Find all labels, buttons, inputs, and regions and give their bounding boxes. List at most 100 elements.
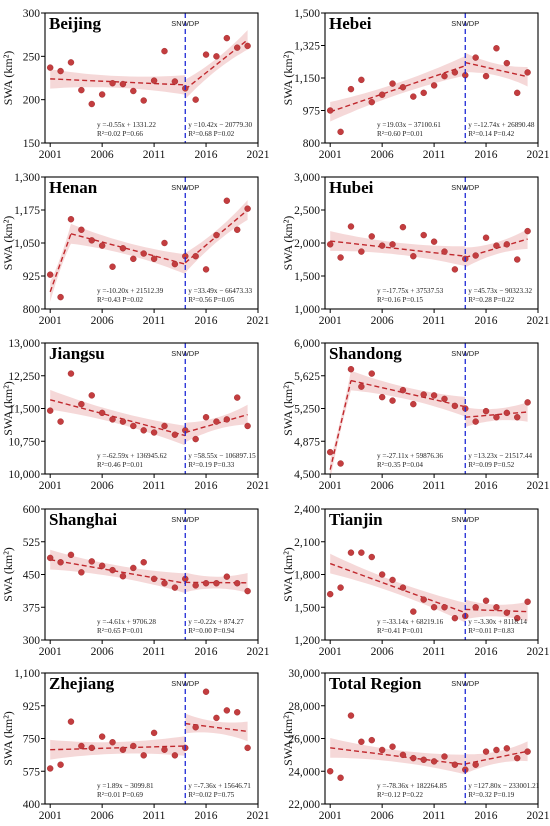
data-point	[78, 86, 85, 94]
x-tick-label: 2016	[475, 315, 498, 327]
ci-band-before	[330, 553, 466, 623]
x-tick-label: 2006	[371, 149, 394, 161]
stats-before: R²=0.60 P=0.01	[377, 130, 423, 138]
data-point	[161, 746, 168, 753]
trend-line-after	[465, 61, 528, 78]
x-tick-label: 2021	[527, 810, 550, 822]
data-point	[67, 718, 75, 725]
plot-area	[46, 197, 251, 302]
x-tick-label: 2016	[195, 810, 218, 822]
data-point	[378, 91, 386, 98]
y-tick-label: 10,000	[8, 469, 40, 481]
snwdp-label: SNWDP	[451, 19, 479, 28]
data-point	[161, 47, 168, 55]
data-point	[78, 742, 85, 750]
data-point	[482, 72, 490, 80]
data-point	[347, 85, 355, 93]
stats-before: R²=0.65 P=0.01	[97, 627, 143, 635]
panel-beijing: SNWDP 150 200 250 300 2001 2006 2011 2016 2021 SWA…	[1, 8, 270, 161]
y-tick-label: 375	[23, 602, 41, 614]
data-point	[337, 460, 344, 467]
snwdp-label: SNWDP	[451, 349, 479, 358]
data-point	[368, 233, 375, 240]
data-point	[46, 64, 54, 71]
stats-after: R²=0.28 P=0.22	[468, 296, 514, 304]
data-point	[472, 604, 479, 611]
snwdp-label: SNWDP	[171, 515, 199, 524]
data-point	[503, 745, 511, 752]
panel-shandong: SNWDP 4,500 4,875 5,250 5,625 6,000 2001 2006 20…	[281, 338, 550, 492]
panel-title: Tianjin	[329, 510, 383, 529]
equation-after: y =-3.30x + 8118.14	[468, 618, 527, 626]
x-tick-label: 2021	[527, 646, 550, 658]
equation-after: y =13.23x − 21517.44	[468, 452, 532, 460]
data-point	[98, 91, 106, 98]
panel-henan: SNWDP 800 925 1,050 1,175 1,300 2001 2006 2011 20…	[1, 172, 270, 327]
data-point	[88, 237, 95, 244]
y-tick-label: 4,875	[294, 436, 320, 448]
data-point	[161, 422, 168, 430]
panel-title: Zhejiang	[49, 674, 115, 693]
y-tick-label: 2,000	[294, 238, 320, 250]
plot-area	[326, 549, 531, 623]
data-point	[192, 96, 199, 103]
data-point	[46, 407, 54, 414]
panel-title: Henan	[49, 178, 98, 197]
x-tick-label: 2021	[527, 480, 550, 492]
x-tick-label: 2006	[371, 480, 394, 492]
trend-line-before-2	[350, 379, 466, 408]
x-tick-label: 2016	[195, 149, 218, 161]
data-point	[88, 100, 95, 108]
panel-tianjin: SNWDP 1,200 1,500 1,800 2,100 2,400 2001 2006 20…	[281, 504, 550, 658]
y-tick-label: 11,500	[9, 404, 40, 416]
equation-after: y =45.73x − 90323.32	[468, 287, 532, 295]
data-point	[420, 89, 427, 97]
x-tick-label: 2001	[319, 149, 342, 161]
y-tick-label: 5,250	[294, 404, 320, 416]
x-tick-label: 2021	[247, 480, 270, 492]
equation-before: y =-0.55x + 1331.22	[97, 121, 156, 129]
data-point	[223, 416, 231, 423]
x-tick-label: 2001	[39, 810, 62, 822]
data-point	[389, 397, 396, 404]
data-point	[358, 383, 365, 390]
panel-title: Jiangsu	[49, 344, 105, 363]
x-tick-label: 2021	[247, 646, 270, 658]
x-tick-label: 2021	[527, 149, 550, 161]
y-tick-label: 575	[23, 766, 41, 778]
stats-after: R²=0.01 P=0.83	[468, 627, 514, 635]
x-tick-label: 2006	[371, 810, 394, 822]
ci-band-after	[465, 52, 528, 87]
data-point	[78, 569, 85, 576]
data-point	[493, 414, 500, 421]
stats-before: R²=0.43 P=0.02	[97, 296, 143, 304]
y-axis-label: SWA (km²)	[1, 547, 15, 602]
panel-title: Hubei	[329, 178, 374, 197]
x-tick-label: 2006	[371, 646, 394, 658]
y-tick-label: 300	[23, 8, 41, 20]
trend-line-before-2	[70, 233, 186, 265]
data-point	[451, 402, 459, 410]
data-point	[192, 724, 199, 731]
data-point	[347, 712, 355, 719]
data-point	[223, 707, 231, 714]
y-tick-label: 10,750	[8, 436, 40, 448]
data-point	[234, 580, 241, 587]
data-point	[337, 584, 344, 591]
snwdp-label: SNWDP	[171, 679, 199, 688]
data-point	[420, 596, 427, 603]
data-point	[223, 573, 231, 580]
snwdp-label: SNWDP	[171, 183, 199, 192]
data-point	[46, 271, 54, 278]
panel-jiangsu: SNWDP 10,000 10,750 11,500 12,250 13,000 2001 2…	[1, 338, 270, 492]
x-tick-label: 2011	[143, 480, 166, 492]
data-point	[441, 395, 448, 403]
data-point	[410, 608, 417, 615]
data-point	[430, 238, 438, 245]
data-point	[171, 260, 179, 268]
x-tick-label: 2016	[195, 480, 218, 492]
data-point	[410, 93, 417, 100]
x-tick-label: 2021	[247, 810, 270, 822]
data-point	[119, 80, 127, 88]
data-point	[358, 248, 365, 255]
